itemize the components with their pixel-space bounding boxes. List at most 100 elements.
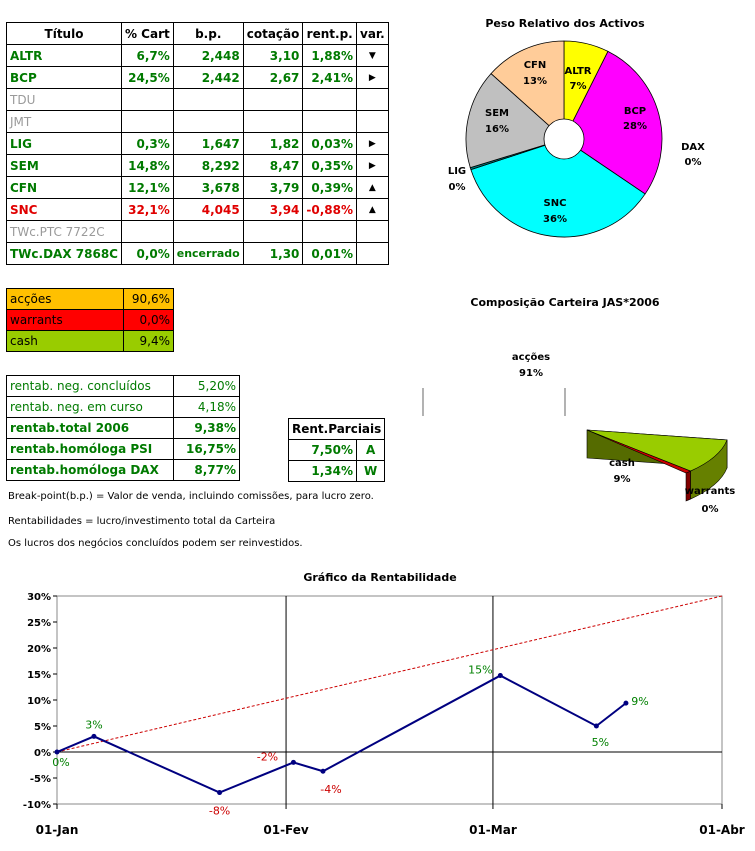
allocation-value: 9,4% [123, 330, 174, 352]
pie1-label-cfn: CFN [524, 60, 547, 71]
cell-bp: 1,647 [172, 132, 244, 155]
rentab-point-label: 9% [631, 695, 648, 708]
cell-cart: 12,1% [120, 176, 174, 199]
table-row: SEM 14,8% 8,292 8,47 0,35% ▶ [6, 154, 389, 177]
pie1-label-dax: DAX [681, 142, 705, 153]
rentab-label: rentab. neg. em curso [6, 396, 174, 418]
cell-titulo: LIG [6, 132, 122, 155]
cell-var [356, 88, 389, 111]
pie1-slice-sem [465, 73, 565, 169]
pie1-pct-lig: 0% [449, 182, 466, 193]
cell-cotacao [242, 220, 304, 243]
y-tick-label: 10% [27, 696, 51, 707]
pie1-slice-snc [470, 138, 646, 238]
rentab-value: 16,75% [173, 438, 240, 460]
cell-cart [120, 220, 174, 243]
pie1-pct-bcp: 28% [623, 121, 647, 132]
y-tick-label: -10% [23, 800, 51, 811]
cell-var: ▲ [356, 198, 389, 221]
rentab-row: rentab.homóloga PSI 16,75% [6, 438, 240, 460]
rentab-row: rentab.total 2006 9,38% [6, 417, 240, 439]
table-row: TWc.PTC 7722C [6, 220, 389, 243]
pie2-label-accoes: acções [512, 352, 550, 363]
cell-bp [172, 88, 244, 111]
pie1-slice-bcp [563, 50, 663, 195]
pie2-title: Composição Carteira JAS*2006 [470, 296, 660, 309]
rentab-point [497, 673, 503, 679]
line-plot-area [56, 595, 723, 805]
cell-rent: 0,03% [302, 132, 358, 155]
pie2-slice-warrants [586, 429, 692, 474]
rentab-label: rentab.total 2006 [6, 417, 174, 439]
note-lucros: Os lucros dos negócios concluídos podem … [8, 538, 303, 549]
cell-titulo: TWc.DAX 7868C [6, 242, 122, 265]
x-tick-label: 01-Jan [36, 823, 79, 837]
parciais-value: 7,50% [288, 439, 357, 461]
rentab-point [54, 749, 60, 755]
col-header-rent: rent.p. [302, 22, 358, 45]
cell-bp: 3,678 [172, 176, 244, 199]
y-tick-label: 5% [34, 722, 51, 733]
cell-cart: 14,8% [120, 154, 174, 177]
cell-rent: -0,88% [302, 198, 358, 221]
cell-titulo: JMT [6, 110, 122, 133]
allocation-row: cash 9,4% [6, 330, 174, 352]
rentab-point-label: 3% [85, 718, 102, 731]
x-tick-label: 01-Abr [699, 823, 745, 837]
rentab-point [623, 700, 629, 706]
rentab-point-label: -4% [320, 783, 341, 796]
allocation-label: cash [6, 330, 124, 352]
table-row: ALTR 6,7% 2,448 3,10 1,88% ▼ [6, 44, 389, 67]
cell-bp: 2,448 [172, 44, 244, 67]
cell-rent: 0,01% [302, 242, 358, 265]
cell-cart [120, 88, 174, 111]
cell-rent: 0,35% [302, 154, 358, 177]
pie2-side-warrants [685, 470, 691, 502]
parciais-table: Rent.Parciais 7,50% A 1,34% W [287, 418, 386, 482]
rentab-value: 8,77% [173, 459, 240, 481]
table-row: JMT [6, 110, 389, 133]
rentab-value: 4,18% [173, 396, 240, 418]
pie2-label-cash: cash [609, 458, 635, 469]
cell-cart: 0,3% [120, 132, 174, 155]
col-header-bp: b.p. [172, 22, 244, 45]
pie1-pct-altr: 7% [570, 81, 587, 92]
rentab-line [56, 674, 627, 794]
cell-cotacao [242, 88, 304, 111]
cell-bp: encerrado [172, 242, 244, 265]
trend-line [56, 595, 723, 753]
x-tick-label: 01-Mar [469, 823, 517, 837]
rentab-point-label: 5% [592, 736, 609, 749]
pie1-slice-cfn [490, 40, 565, 140]
y-tick-label: 15% [27, 670, 51, 681]
pie1-label-lig: LIG [448, 166, 466, 177]
parciais-letter: A [355, 439, 386, 461]
pie2-pct-cash: 9% [614, 474, 631, 485]
allocation-row: acções 90,6% [6, 288, 174, 310]
table-row: CFN 12,1% 3,678 3,79 0,39% ▲ [6, 176, 389, 199]
cell-rent: 0,39% [302, 176, 358, 199]
table-row: TDU [6, 88, 389, 111]
allocation-label: warrants [6, 309, 124, 331]
col-header-titulo: Título [6, 22, 122, 45]
rentab-point-label: -2% [257, 750, 278, 763]
cell-rent [302, 110, 358, 133]
note-rentabilidades: Rentabilidades = lucro/investimento tota… [8, 516, 276, 527]
cell-rent [302, 220, 358, 243]
cell-cotacao: 2,67 [242, 66, 304, 89]
allocation-table: acções 90,6% warrants 0,0% cash 9,4% [6, 288, 174, 352]
rentab-point-label: -8% [209, 805, 230, 818]
line-chart: 30%25%20%15%10%5%0%-5%-10%01-Jan 01-Fev 01… [23, 592, 745, 837]
y-tick-label: 0% [34, 748, 51, 759]
cell-titulo: SNC [6, 198, 122, 221]
pie1-label-snc: SNC [544, 198, 567, 209]
cell-cart: 6,7% [120, 44, 174, 67]
cell-bp: 4,045 [172, 198, 244, 221]
rentab-table: rentab. neg. concluídos 5,20% rentab. neg.… [6, 375, 240, 481]
allocation-label: acções [6, 288, 124, 310]
rentab-row: rentab.homóloga DAX 8,77% [6, 459, 240, 481]
table-row: BCP 24,5% 2,442 2,67 2,41% ▶ [6, 66, 389, 89]
cell-var: ▶ [356, 66, 389, 89]
rentab-value: 9,38% [173, 417, 240, 439]
cell-rent: 2,41% [302, 66, 358, 89]
